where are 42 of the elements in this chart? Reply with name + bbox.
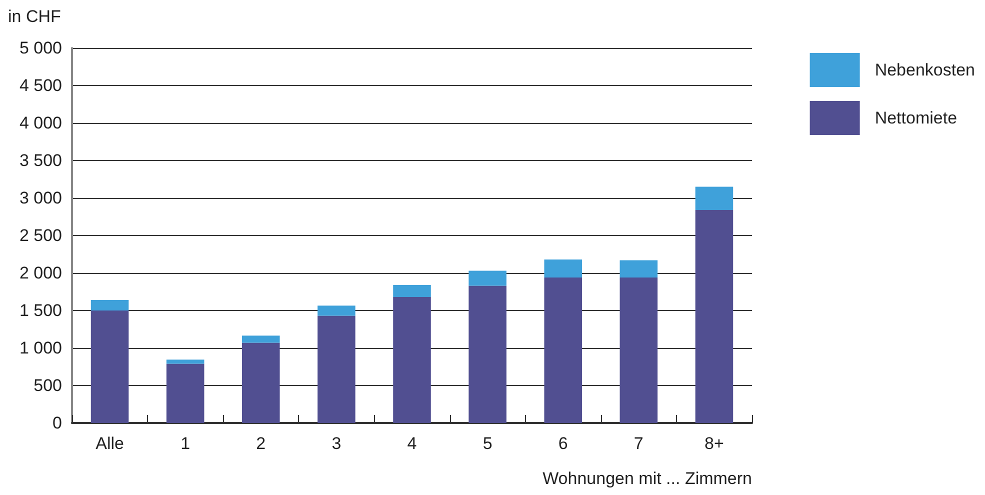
bar xyxy=(242,336,280,343)
x-tick-label: 4 xyxy=(407,434,417,453)
y-tick-label: 4 500 xyxy=(19,76,62,95)
x-tick-label: 2 xyxy=(256,434,266,453)
bar xyxy=(695,210,734,423)
bar xyxy=(468,270,506,286)
bar xyxy=(544,278,582,423)
legend-label: Nettomiete xyxy=(874,108,958,128)
bar xyxy=(318,306,356,316)
bar xyxy=(318,316,356,423)
bar xyxy=(393,285,431,297)
bar xyxy=(695,186,734,210)
x-tick-label: 6 xyxy=(558,434,568,453)
bar xyxy=(166,360,204,364)
y-tick-label: 500 xyxy=(34,376,62,395)
bar xyxy=(544,260,582,278)
y-tick-label: 3 500 xyxy=(19,151,62,170)
y-tick-label: 2 500 xyxy=(19,226,62,245)
bar xyxy=(90,300,129,310)
y-tick-label: 1 500 xyxy=(19,301,62,320)
x-tick-label: 8+ xyxy=(704,434,724,453)
y-tick-label: 4 000 xyxy=(19,114,62,132)
x-tick-label: 1 xyxy=(180,434,190,453)
bar xyxy=(242,342,280,423)
x-tick-label: 7 xyxy=(634,434,644,453)
bar xyxy=(620,260,658,278)
x-tick-label: Alle xyxy=(96,434,124,453)
x-tick-label: 5 xyxy=(482,434,492,453)
x-axis-title: Wohnungen mit ... Zimmern xyxy=(542,469,752,488)
y-tick-label: 2 000 xyxy=(19,264,62,282)
y-tick-label: 3 000 xyxy=(19,188,62,208)
y-axis-title: in CHF xyxy=(8,7,61,26)
x-tick-label: 3 xyxy=(332,434,342,453)
y-tick-label: 1 000 xyxy=(19,338,62,358)
bar xyxy=(468,286,506,423)
legend-label: Nebenkosten xyxy=(874,60,976,80)
y-tick-label: 0 xyxy=(52,414,62,432)
bar xyxy=(620,278,658,423)
y-tick-label: 5 000 xyxy=(19,38,62,58)
bar xyxy=(90,310,129,423)
bar xyxy=(166,364,204,423)
bar xyxy=(393,297,431,423)
